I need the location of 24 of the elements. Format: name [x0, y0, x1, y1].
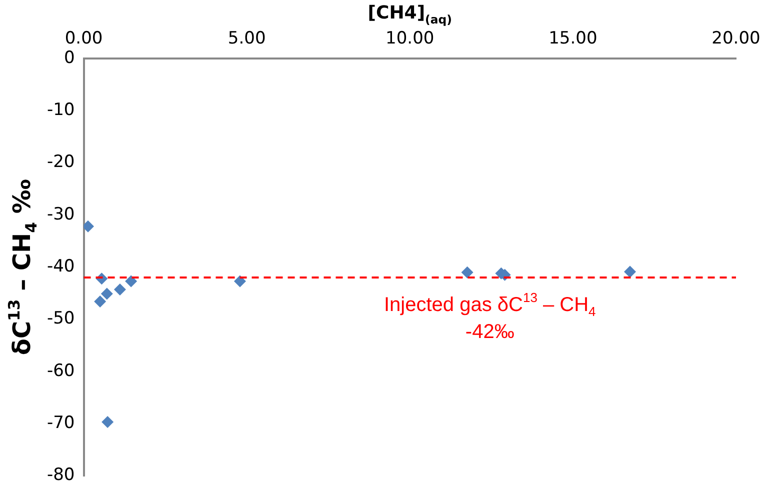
- y-tick-label: -80: [46, 465, 75, 486]
- y-tick-label: -40: [46, 256, 75, 277]
- y-tick-label: -60: [46, 360, 75, 381]
- point: [102, 416, 114, 428]
- y-tick-label: -70: [46, 413, 75, 434]
- y-tick-label: -50: [46, 308, 75, 329]
- y-tick-label: -10: [46, 100, 75, 120]
- point: [624, 266, 636, 278]
- point: [100, 288, 113, 300]
- point: [125, 275, 138, 288]
- point: [94, 296, 106, 308]
- point: [234, 275, 246, 288]
- x-tick-label: 10.00: [386, 28, 434, 49]
- y-tick-label: -30: [46, 204, 75, 224]
- point: [114, 284, 126, 296]
- x-tick-label: 20.00: [712, 28, 760, 49]
- x-tick-label: 5.00: [228, 28, 266, 49]
- x-tick-label: 15.00: [548, 28, 598, 49]
- y-tick-label: -20: [46, 152, 75, 172]
- y-tick-label: 0: [64, 48, 75, 68]
- y-axis-title: δC13 – CH4 ‰: [6, 178, 40, 356]
- point: [84, 220, 94, 232]
- point: [461, 266, 474, 278]
- x-tick-label: 0.00: [64, 28, 103, 49]
